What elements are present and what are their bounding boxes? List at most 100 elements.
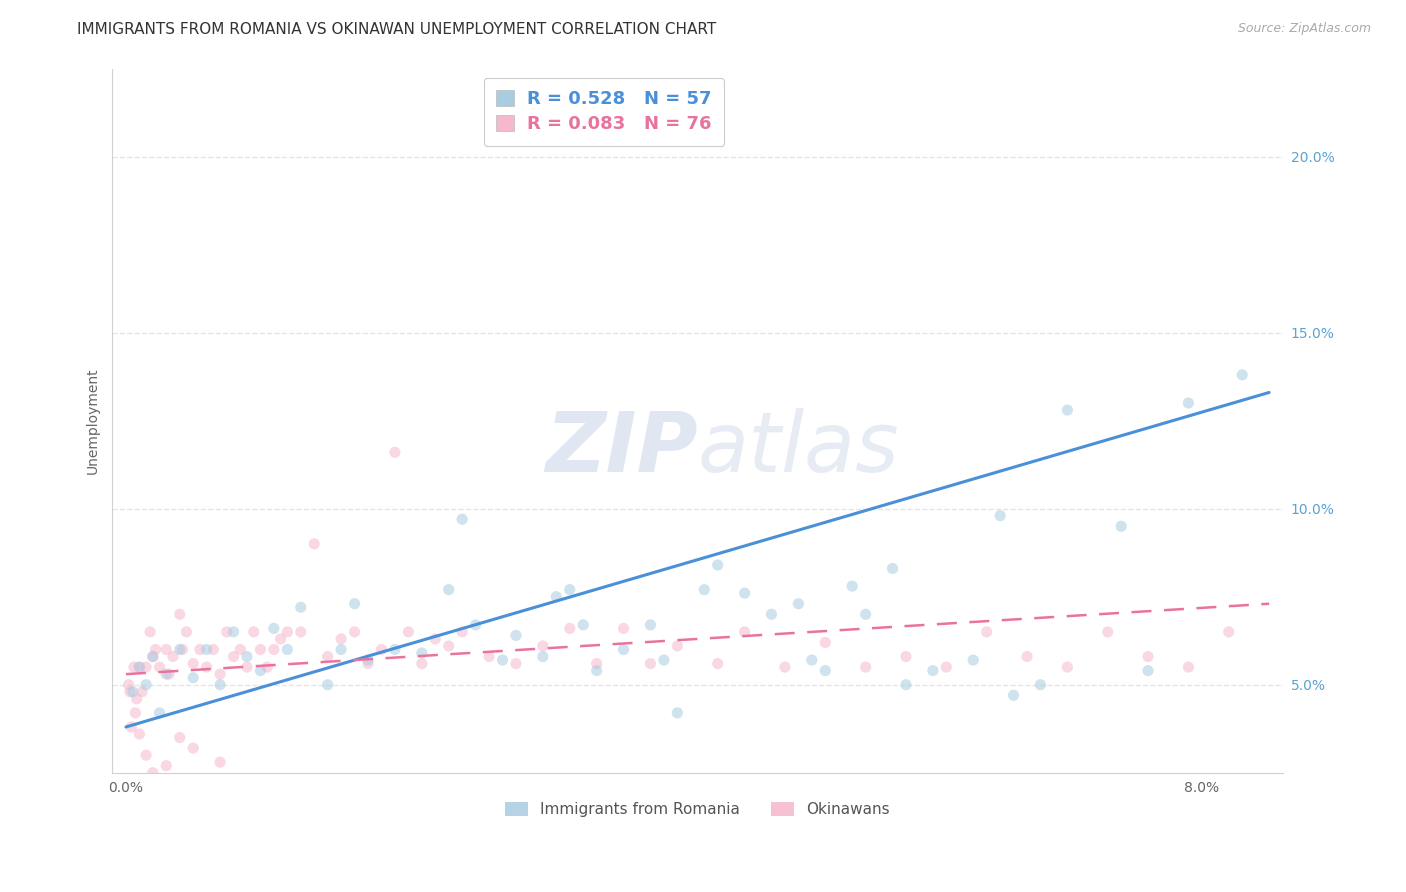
Point [894, 678, 917, 692]
Point [222, 649, 245, 664]
Point [962, 653, 984, 667]
Point [148, 660, 170, 674]
Point [330, 632, 353, 646]
Point [181, 657, 204, 671]
Point [249, 642, 271, 657]
Point [135, 748, 157, 763]
Point [135, 678, 157, 692]
Point [894, 649, 917, 664]
Point [145, 642, 167, 657]
Point [357, 653, 380, 667]
Point [761, 607, 783, 622]
Point [1137, 664, 1160, 678]
Point [1109, 519, 1132, 533]
Point [734, 624, 756, 639]
Point [437, 582, 460, 597]
Point [302, 537, 325, 551]
Point [128, 660, 150, 674]
Point [236, 649, 259, 664]
Point [585, 657, 607, 671]
Point [734, 586, 756, 600]
Point [169, 731, 191, 745]
Point [882, 561, 904, 575]
Point [215, 624, 238, 639]
Text: Source: ZipAtlas.com: Source: ZipAtlas.com [1237, 22, 1371, 36]
Point [128, 727, 150, 741]
Text: atlas: atlas [697, 409, 900, 490]
Point [693, 582, 716, 597]
Point [155, 642, 177, 657]
Point [546, 590, 568, 604]
Point [162, 649, 184, 664]
Point [1177, 660, 1199, 674]
Point [181, 741, 204, 756]
Point [128, 660, 150, 674]
Point [176, 624, 198, 639]
Point [612, 621, 634, 635]
Point [316, 649, 339, 664]
Point [491, 653, 513, 667]
Point [188, 642, 211, 657]
Point [195, 660, 218, 674]
Point [558, 582, 581, 597]
Point [505, 657, 527, 671]
Point [263, 642, 285, 657]
Point [135, 660, 157, 674]
Point [229, 642, 252, 657]
Point [118, 685, 141, 699]
Point [1056, 660, 1078, 674]
Point [411, 646, 433, 660]
Point [464, 618, 486, 632]
Point [155, 758, 177, 772]
Point [988, 508, 1011, 523]
Point [531, 639, 554, 653]
Point [236, 660, 259, 674]
Point [222, 624, 245, 639]
Point [1015, 649, 1038, 664]
Point [139, 624, 162, 639]
Point [572, 618, 595, 632]
Point [935, 660, 957, 674]
Point [585, 664, 607, 678]
Point [814, 664, 837, 678]
Point [195, 642, 218, 657]
Point [814, 635, 837, 649]
Point [276, 624, 298, 639]
Point [1137, 649, 1160, 664]
Point [242, 624, 264, 639]
Text: ZIP: ZIP [546, 409, 697, 490]
Point [209, 678, 232, 692]
Point [249, 664, 271, 678]
Point [396, 624, 419, 639]
Point [384, 445, 406, 459]
Point [142, 649, 165, 664]
Point [652, 653, 675, 667]
Point [666, 706, 689, 720]
Point [478, 649, 501, 664]
Point [131, 685, 153, 699]
Point [411, 657, 433, 671]
Point [1232, 368, 1254, 382]
Point [531, 649, 554, 664]
Point [124, 706, 146, 720]
Point [855, 607, 877, 622]
Point [209, 755, 232, 769]
Point [263, 621, 285, 635]
Point [276, 642, 298, 657]
Point [142, 765, 165, 780]
Point [1097, 624, 1119, 639]
Point [169, 607, 191, 622]
Point [122, 660, 145, 674]
Point [357, 657, 380, 671]
Text: IMMIGRANTS FROM ROMANIA VS OKINAWAN UNEMPLOYMENT CORRELATION CHART: IMMIGRANTS FROM ROMANIA VS OKINAWAN UNEM… [77, 22, 717, 37]
Point [370, 642, 392, 657]
Point [451, 512, 474, 526]
Point [558, 621, 581, 635]
Point [666, 639, 689, 653]
Point [855, 660, 877, 674]
Point [384, 642, 406, 657]
Point [142, 649, 165, 664]
Point [157, 667, 180, 681]
Point [1002, 688, 1025, 702]
Point [202, 642, 225, 657]
